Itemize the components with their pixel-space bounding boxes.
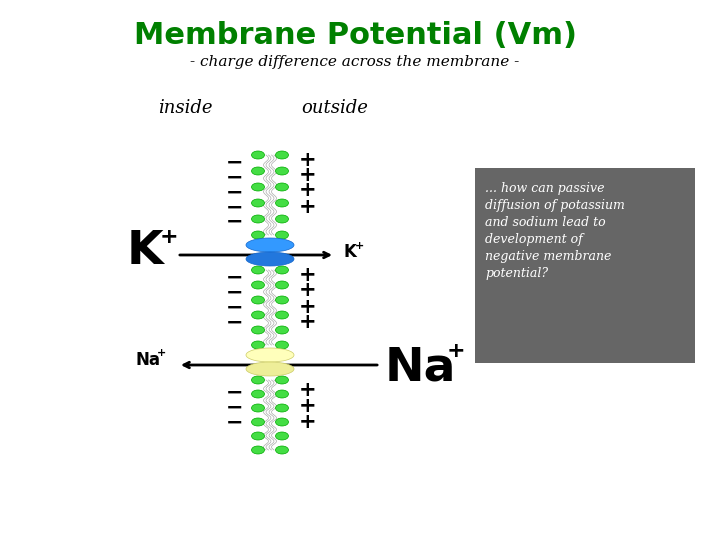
Ellipse shape	[251, 231, 264, 239]
Text: −: −	[226, 268, 244, 288]
Ellipse shape	[276, 215, 289, 223]
Text: ... how can passive
diffusion of potassium
and sodium lead to
development of
neg: ... how can passive diffusion of potassi…	[485, 182, 625, 280]
Ellipse shape	[251, 404, 264, 412]
Ellipse shape	[276, 446, 289, 454]
Text: Membrane Potential (Vm): Membrane Potential (Vm)	[133, 21, 577, 50]
Text: - charge difference across the membrane -: - charge difference across the membrane …	[190, 55, 520, 69]
Text: +: +	[446, 341, 465, 361]
Ellipse shape	[276, 281, 289, 289]
Ellipse shape	[251, 215, 264, 223]
Text: K: K	[343, 243, 356, 261]
Ellipse shape	[276, 418, 289, 426]
Text: outside: outside	[302, 99, 369, 117]
Ellipse shape	[251, 266, 264, 274]
Ellipse shape	[251, 390, 264, 398]
Text: −: −	[226, 313, 244, 333]
Ellipse shape	[276, 199, 289, 207]
Ellipse shape	[246, 348, 294, 362]
Ellipse shape	[276, 326, 289, 334]
Text: +: +	[354, 241, 364, 251]
Ellipse shape	[276, 183, 289, 191]
Text: +: +	[300, 380, 317, 400]
Text: +: +	[300, 412, 317, 432]
Text: −: −	[226, 168, 244, 188]
Ellipse shape	[251, 199, 264, 207]
Ellipse shape	[251, 296, 264, 304]
Ellipse shape	[251, 311, 264, 319]
Ellipse shape	[251, 183, 264, 191]
Text: −: −	[226, 298, 244, 318]
Text: +: +	[300, 197, 317, 217]
Text: −: −	[226, 398, 244, 418]
Text: Na: Na	[135, 351, 161, 369]
Ellipse shape	[276, 231, 289, 239]
Ellipse shape	[276, 404, 289, 412]
Text: +: +	[300, 180, 317, 200]
Ellipse shape	[251, 446, 264, 454]
Ellipse shape	[246, 252, 294, 266]
Ellipse shape	[251, 432, 264, 440]
Ellipse shape	[276, 151, 289, 159]
Text: −: −	[226, 383, 244, 403]
Text: +: +	[158, 348, 166, 358]
Ellipse shape	[276, 296, 289, 304]
Text: −: −	[226, 183, 244, 203]
Ellipse shape	[276, 432, 289, 440]
Ellipse shape	[276, 266, 289, 274]
Text: +: +	[300, 165, 317, 185]
Text: +: +	[160, 227, 179, 247]
Ellipse shape	[276, 390, 289, 398]
Text: −: −	[226, 198, 244, 218]
Text: inside: inside	[158, 99, 212, 117]
Ellipse shape	[251, 418, 264, 426]
Text: +: +	[300, 265, 317, 285]
Ellipse shape	[276, 376, 289, 384]
Ellipse shape	[251, 341, 264, 349]
Ellipse shape	[276, 341, 289, 349]
Ellipse shape	[251, 376, 264, 384]
Text: −: −	[226, 212, 244, 232]
Ellipse shape	[246, 362, 294, 376]
FancyBboxPatch shape	[475, 168, 695, 363]
Ellipse shape	[276, 167, 289, 175]
Text: +: +	[300, 150, 317, 170]
Ellipse shape	[276, 311, 289, 319]
Text: −: −	[226, 153, 244, 173]
Text: +: +	[300, 280, 317, 300]
Text: −: −	[226, 283, 244, 303]
Ellipse shape	[251, 281, 264, 289]
Text: +: +	[300, 297, 317, 317]
Text: +: +	[300, 396, 317, 416]
Ellipse shape	[251, 151, 264, 159]
Text: K: K	[127, 230, 163, 274]
Text: Na: Na	[384, 346, 456, 390]
Text: −: −	[226, 413, 244, 433]
Text: +: +	[300, 312, 317, 332]
Ellipse shape	[251, 326, 264, 334]
Ellipse shape	[246, 238, 294, 252]
Ellipse shape	[251, 167, 264, 175]
